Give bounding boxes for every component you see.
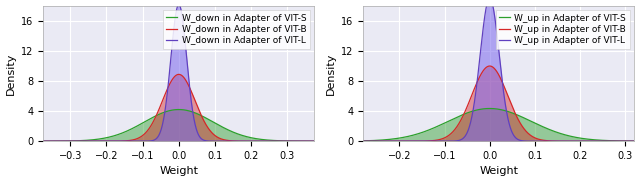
W_down in Adapter of VIT-L [143, 140, 151, 142]
W_down in Adapter of VIT-B [70, 140, 78, 142]
Y-axis label: Density: Density [6, 52, 15, 94]
W_up in Adapter of VIT-S [596, 139, 604, 141]
W_down in Adapter of VIT-B [40, 140, 47, 142]
W_down in Adapter of VIT-L [276, 140, 284, 142]
W_up in Adapter of VIT-S [625, 140, 633, 142]
W_down in Adapter of VIT-S [175, 108, 182, 111]
W_up in Adapter of VIT-L [359, 140, 367, 142]
W_up in Adapter of VIT-L [463, 132, 471, 134]
W_up in Adapter of VIT-B [475, 77, 483, 79]
W_down in Adapter of VIT-L [155, 134, 163, 136]
W_up in Adapter of VIT-B [390, 140, 398, 142]
W_up in Adapter of VIT-L [475, 65, 483, 67]
W_down in Adapter of VIT-L [40, 140, 47, 142]
Legend: W_up in Adapter of VIT-S, W_up in Adapter of VIT-B, W_up in Adapter of VIT-L: W_up in Adapter of VIT-S, W_up in Adapte… [495, 10, 630, 49]
W_up in Adapter of VIT-L [406, 140, 414, 142]
W_up in Adapter of VIT-L [390, 140, 398, 142]
W_down in Adapter of VIT-L [70, 140, 78, 142]
W_down in Adapter of VIT-S [143, 119, 151, 122]
W_down in Adapter of VIT-L [175, 3, 182, 6]
W_down in Adapter of VIT-S [305, 140, 313, 142]
W_up in Adapter of VIT-B [486, 65, 493, 67]
W_down in Adapter of VIT-B [276, 140, 284, 142]
W_up in Adapter of VIT-S [359, 140, 367, 142]
W_up in Adapter of VIT-S [486, 107, 493, 110]
W_up in Adapter of VIT-L [625, 140, 633, 142]
W_down in Adapter of VIT-B [155, 108, 163, 110]
Line: W_up in Adapter of VIT-B: W_up in Adapter of VIT-B [363, 66, 634, 141]
Line: W_down in Adapter of VIT-L: W_down in Adapter of VIT-L [44, 5, 314, 141]
W_up in Adapter of VIT-B [359, 140, 367, 142]
W_up in Adapter of VIT-B [630, 140, 638, 142]
W_up in Adapter of VIT-B [596, 140, 604, 142]
W_up in Adapter of VIT-S [406, 135, 414, 137]
Y-axis label: Density: Density [326, 52, 335, 94]
Line: W_up in Adapter of VIT-S: W_up in Adapter of VIT-S [363, 108, 634, 141]
W_up in Adapter of VIT-B [406, 140, 414, 142]
W_down in Adapter of VIT-B [175, 73, 182, 76]
W_down in Adapter of VIT-B [143, 130, 151, 132]
W_down in Adapter of VIT-S [86, 139, 94, 141]
W_up in Adapter of VIT-L [596, 140, 604, 142]
Legend: W_down in Adapter of VIT-S, W_down in Adapter of VIT-B, W_down in Adapter of VIT: W_down in Adapter of VIT-S, W_down in Ad… [163, 10, 310, 49]
Line: W_down in Adapter of VIT-S: W_down in Adapter of VIT-S [44, 110, 314, 141]
W_down in Adapter of VIT-S [155, 113, 163, 116]
W_down in Adapter of VIT-L [310, 140, 318, 142]
W_up in Adapter of VIT-S [630, 140, 638, 142]
W_up in Adapter of VIT-S [390, 138, 398, 140]
X-axis label: Weight: Weight [479, 167, 518, 176]
W_up in Adapter of VIT-S [463, 112, 471, 114]
W_down in Adapter of VIT-S [310, 140, 318, 142]
W_up in Adapter of VIT-S [475, 108, 483, 111]
Line: W_down in Adapter of VIT-B: W_down in Adapter of VIT-B [44, 74, 314, 141]
W_down in Adapter of VIT-S [70, 140, 78, 142]
W_down in Adapter of VIT-B [305, 140, 313, 142]
W_down in Adapter of VIT-B [310, 140, 318, 142]
W_down in Adapter of VIT-L [86, 140, 94, 142]
W_down in Adapter of VIT-S [40, 140, 47, 142]
W_down in Adapter of VIT-S [276, 140, 284, 142]
W_down in Adapter of VIT-B [86, 140, 94, 142]
X-axis label: Weight: Weight [159, 167, 198, 176]
W_down in Adapter of VIT-L [305, 140, 313, 142]
Line: W_up in Adapter of VIT-L: W_up in Adapter of VIT-L [363, 0, 634, 141]
W_up in Adapter of VIT-L [630, 140, 638, 142]
W_up in Adapter of VIT-B [625, 140, 633, 142]
W_up in Adapter of VIT-B [463, 106, 471, 108]
